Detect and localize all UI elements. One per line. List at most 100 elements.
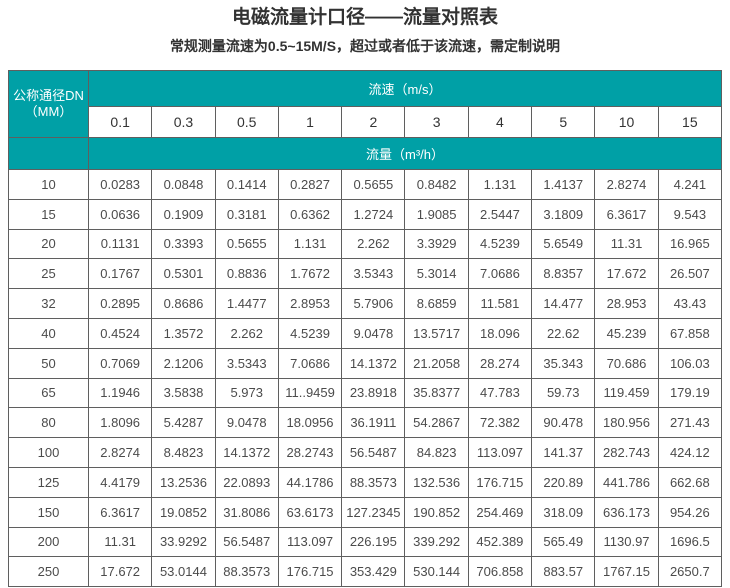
flow-value-cell: 106.03: [657, 347, 723, 379]
flow-value-cell: 179.19: [657, 377, 723, 409]
flow-value-cell: 132.536: [404, 466, 469, 498]
velocity-value-cell: 1: [277, 106, 343, 138]
flow-value-cell: 3.5343: [341, 258, 406, 290]
flow-value-cell: 14.1372: [214, 437, 279, 468]
flow-value-cell: 1.3572: [151, 317, 216, 349]
flow-value-cell: 1.8096: [87, 407, 153, 439]
flow-value-cell: 2.262: [214, 317, 279, 349]
page-subtitle: 常规测量流速为0.5~15M/S，超过或者低于该流速，需定制说明: [169, 38, 561, 54]
flow-value-cell: 353.429: [341, 556, 406, 588]
velocity-value-cell: 10: [594, 106, 659, 138]
flow-value-cell: 0.3181: [214, 198, 279, 230]
flow-value-cell: 84.823: [404, 437, 469, 468]
flow-value-cell: 113.097: [277, 526, 343, 558]
table-row: 32 0.2895 0.8686 1.4477 2.8953 5.7906 8.6859 11…: [8, 288, 723, 319]
flow-value-cell: 2.8274: [594, 169, 659, 200]
flow-value-cell: 11.31: [87, 526, 153, 558]
flow-value-cell: 339.292: [404, 526, 469, 558]
corner-header-cell: 公称通径DN （MM）: [8, 70, 89, 138]
velocity-value-cell: 2: [341, 106, 406, 138]
flow-value-cell: 226.195: [341, 526, 406, 558]
flow-value-cell: 5.3014: [404, 258, 469, 290]
flow-value-cell: 56.5487: [214, 526, 279, 558]
velocity-value-cell: 0.1: [87, 106, 153, 138]
dn-cell: 100: [8, 437, 89, 468]
table-row: 150 6.3617 19.0852 31.8086 63.6173 127.2345 19…: [8, 496, 723, 528]
flow-value-cell: 21.2058: [404, 347, 469, 379]
flow-value-cell: 0.6362: [277, 198, 343, 230]
flow-value-cell: 0.2827: [277, 169, 343, 200]
flow-value-cell: 8.8357: [531, 258, 596, 290]
flow-value-cell: 33.9292: [151, 526, 216, 558]
velocity-value-cell: 4: [467, 106, 533, 138]
table-row: 125 4.4179 13.2536 22.0893 44.1786 88.3573 132…: [8, 466, 723, 498]
flow-value-cell: 0.1767: [87, 258, 153, 290]
flow-value-cell: 47.783: [467, 377, 533, 409]
flow-value-cell: 18.096: [467, 317, 533, 349]
flow-value-cell: 1130.97: [594, 526, 659, 558]
dn-cell: 50: [8, 347, 89, 379]
velocity-values-row: 0.1 0.3 0.5 1 2 3 4 5 10 15: [9, 106, 723, 138]
flow-value-cell: 565.49: [531, 526, 596, 558]
flow-value-cell: 17.672: [87, 556, 153, 588]
flow-comparison-table: 公称通径DN （MM） 流速（m/s） 0.1 0.3 0.5 1 2 3 4 5 10 15 流…: [8, 70, 723, 588]
flow-value-cell: 5.7906: [341, 288, 406, 319]
dn-cell: 15: [8, 198, 89, 230]
flow-value-cell: 22.0893: [214, 466, 279, 498]
flow-value-cell: 0.7069: [87, 347, 153, 379]
flow-value-cell: 706.858: [467, 556, 533, 588]
empty-corner-cell: [8, 137, 89, 170]
table-row: 80 1.8096 5.4287 9.0478 18.0956 36.1911 54.286…: [8, 407, 723, 439]
velocity-header-cell: 流速（m/s）: [88, 70, 722, 107]
flow-value-cell: 0.5655: [214, 228, 279, 260]
table-row: 250 17.672 53.0144 88.3573 176.715 353.429 530…: [8, 556, 723, 588]
flow-value-cell: 4.4179: [87, 466, 153, 498]
flow-value-cell: 59.73: [531, 377, 596, 409]
flow-value-cell: 90.478: [531, 407, 596, 439]
corner-header-line1: 公称通径DN: [13, 88, 84, 103]
flow-value-cell: 2.8953: [277, 288, 343, 319]
flow-value-cell: 0.5301: [151, 258, 216, 290]
flow-value-cell: 3.5838: [151, 377, 216, 409]
flow-value-cell: 28.274: [467, 347, 533, 379]
table-body: 10 0.0283 0.0848 0.1414 0.2827 0.5655 0.8482 1.…: [8, 169, 723, 588]
velocity-value-cell: 3: [404, 106, 469, 138]
flow-value-cell: 45.239: [594, 317, 659, 349]
flow-value-cell: 0.0848: [151, 169, 216, 200]
flow-value-cell: 56.5487: [341, 437, 406, 468]
flow-value-cell: 0.8686: [151, 288, 216, 319]
flow-value-cell: 2.1206: [151, 347, 216, 379]
flow-header-cell: 流量（m³/h）: [88, 137, 722, 170]
flow-value-cell: 0.4524: [87, 317, 153, 349]
flow-value-cell: 1767.15: [594, 556, 659, 588]
dn-cell: 150: [8, 496, 89, 528]
flow-value-cell: 5.973: [214, 377, 279, 409]
flow-value-cell: 1.4137: [531, 169, 596, 200]
flow-value-cell: 14.477: [531, 288, 596, 319]
dn-cell: 65: [8, 377, 89, 409]
flow-value-cell: 0.1909: [151, 198, 216, 230]
table-row: 200 11.31 33.9292 56.5487 113.097 226.195 339.…: [8, 526, 723, 558]
flow-value-cell: 23.8918: [341, 377, 406, 409]
flow-value-cell: 176.715: [277, 556, 343, 588]
table-row: 20 0.1131 0.3393 0.5655 1.131 2.262 3.3929 4.52…: [8, 228, 723, 260]
flow-value-cell: 2.262: [341, 228, 406, 260]
table-row: 40 0.4524 1.3572 2.262 4.5239 9.0478 13.5717 18…: [8, 317, 723, 349]
table-row: 100 2.8274 8.4823 14.1372 28.2743 56.5487 84.8…: [8, 437, 723, 468]
flow-value-cell: 13.2536: [151, 466, 216, 498]
flow-value-cell: 0.1414: [214, 169, 279, 200]
flow-value-cell: 0.8482: [404, 169, 469, 200]
flow-value-cell: 1.7672: [277, 258, 343, 290]
flow-value-cell: 3.3929: [404, 228, 469, 260]
dn-cell: 250: [8, 556, 89, 588]
flow-value-cell: 9.543: [657, 198, 723, 230]
flow-value-cell: 190.852: [404, 496, 469, 528]
flow-value-cell: 127.2345: [341, 496, 406, 528]
flow-value-cell: 88.3573: [214, 556, 279, 588]
flow-value-cell: 636.173: [594, 496, 659, 528]
flow-value-cell: 44.1786: [277, 466, 343, 498]
flow-value-cell: 28.2743: [277, 437, 343, 468]
flow-value-cell: 5.4287: [151, 407, 216, 439]
flow-value-cell: 18.0956: [277, 407, 343, 439]
